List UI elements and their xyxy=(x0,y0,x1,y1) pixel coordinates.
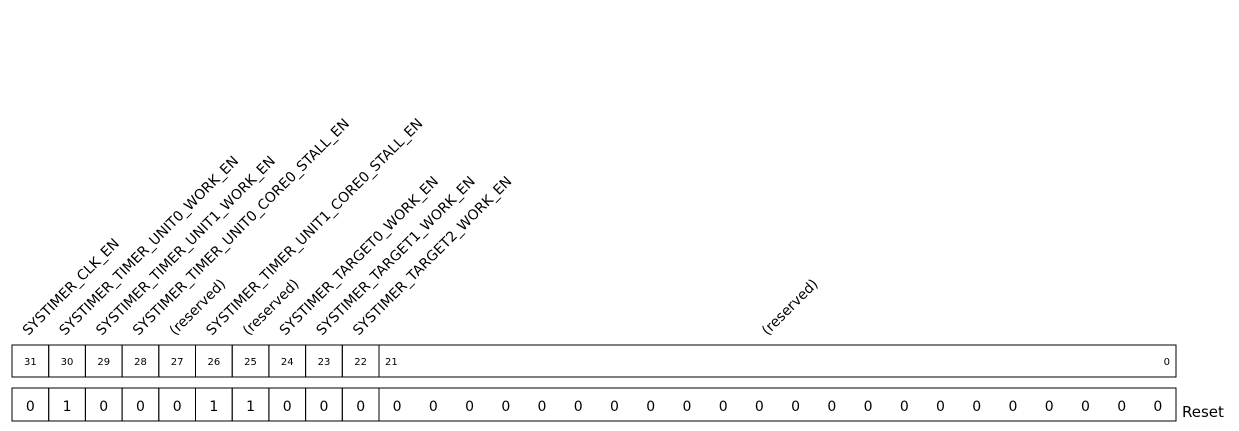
reset-value: 0 xyxy=(319,399,328,415)
field-label: SYSTIMER_TARGET0_WORK_EN xyxy=(277,174,442,339)
bit-number: 23 xyxy=(318,357,331,368)
bit-number: 24 xyxy=(281,357,294,368)
reset-value: 1 xyxy=(246,399,255,415)
bit-number: 27 xyxy=(171,357,184,368)
bit-number-high: 21 xyxy=(385,357,398,368)
reset-value: 0 xyxy=(682,399,691,415)
reset-value: 0 xyxy=(719,399,728,415)
reset-value: 0 xyxy=(827,399,836,415)
reset-value: 0 xyxy=(936,399,945,415)
reset-value: 0 xyxy=(900,399,909,415)
reset-value: 0 xyxy=(393,399,402,415)
reset-value: 0 xyxy=(1009,399,1018,415)
reserved-bit-cell xyxy=(378,344,1177,378)
bit-number: 26 xyxy=(207,357,220,368)
reset-value: 0 xyxy=(1045,399,1054,415)
reset-value: 0 xyxy=(429,399,438,415)
reset-value: 0 xyxy=(26,399,35,415)
reset-value: 0 xyxy=(972,399,981,415)
reset-value: 0 xyxy=(646,399,655,415)
reset-value-row: 0 1 0 0 0 1 1 0 0 0 0 0 0 0 0 0 0 0 0 0 0 0 0 0 0 0 0 0 0 0 0 0 xyxy=(11,387,1177,422)
reset-value: 0 xyxy=(1117,399,1126,415)
reset-value: 0 xyxy=(1153,399,1162,415)
reset-value: 0 xyxy=(574,399,583,415)
reset-value: 0 xyxy=(136,399,145,415)
reset-value: 0 xyxy=(538,399,547,415)
reset-label: Reset xyxy=(1182,403,1224,421)
reset-value: 0 xyxy=(610,399,619,415)
reset-value: 0 xyxy=(99,399,108,415)
bit-number: 30 xyxy=(61,357,74,368)
reset-value: 1 xyxy=(209,399,218,415)
field-labels: SYSTIMER_CLK_ENSYSTIMER_TIMER_UNIT0_WORK… xyxy=(20,116,822,339)
reset-value: 0 xyxy=(791,399,800,415)
field-label: SYSTIMER_TARGET2_WORK_EN xyxy=(350,174,515,339)
bit-number: 29 xyxy=(97,357,110,368)
reset-value: 0 xyxy=(501,399,510,415)
reserved-field-label: (reserved) xyxy=(759,276,822,339)
reset-value: 0 xyxy=(465,399,474,415)
reset-value: 1 xyxy=(63,399,72,415)
reset-value: 0 xyxy=(1081,399,1090,415)
reset-value: 0 xyxy=(755,399,764,415)
bit-number-low: 0 xyxy=(1164,357,1170,368)
bit-number: 25 xyxy=(244,357,257,368)
bit-number: 28 xyxy=(134,357,147,368)
bit-number-row: 31 30 29 28 27 26 25 24 23 22 21 0 xyxy=(11,344,1177,378)
reset-value: 0 xyxy=(173,399,182,415)
reset-value: 0 xyxy=(356,399,365,415)
reset-value: 0 xyxy=(283,399,292,415)
bit-number: 31 xyxy=(24,357,37,368)
reset-value: 0 xyxy=(864,399,873,415)
reserved-reset-cell xyxy=(378,387,1177,422)
bit-number: 22 xyxy=(354,357,367,368)
